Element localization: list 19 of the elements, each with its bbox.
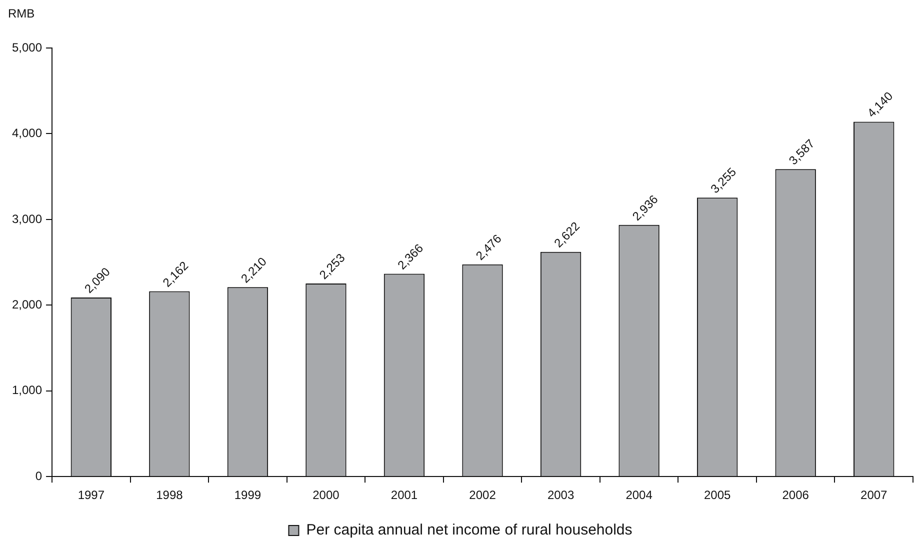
y-tick-label: 2,000 [12,297,42,312]
legend-label: Per capita annual net income of rural households [306,522,632,539]
x-tick-label: 2002 [469,488,496,502]
x-tick-label: 2004 [626,488,653,502]
y-axis-title: RMB [8,6,35,20]
y-tick-label: 4,000 [12,126,42,140]
y-tick-label: 5,000 [12,40,42,54]
x-tick-label: 1998 [156,488,184,502]
x-tick-label: 2001 [390,488,418,502]
x-tick-label: 2006 [782,488,810,502]
x-tick-label: 1997 [78,488,105,502]
x-tick-label: 2005 [704,488,731,502]
y-tick-label: 0 [35,468,42,483]
y-tick-label: 1,000 [12,383,42,398]
x-tick-label: 2003 [547,488,574,502]
x-tick-label: 1999 [234,488,262,502]
x-tick-label: 2007 [860,488,888,502]
y-tick-label: 3,000 [12,212,42,226]
x-tick-label: 2000 [312,488,340,502]
